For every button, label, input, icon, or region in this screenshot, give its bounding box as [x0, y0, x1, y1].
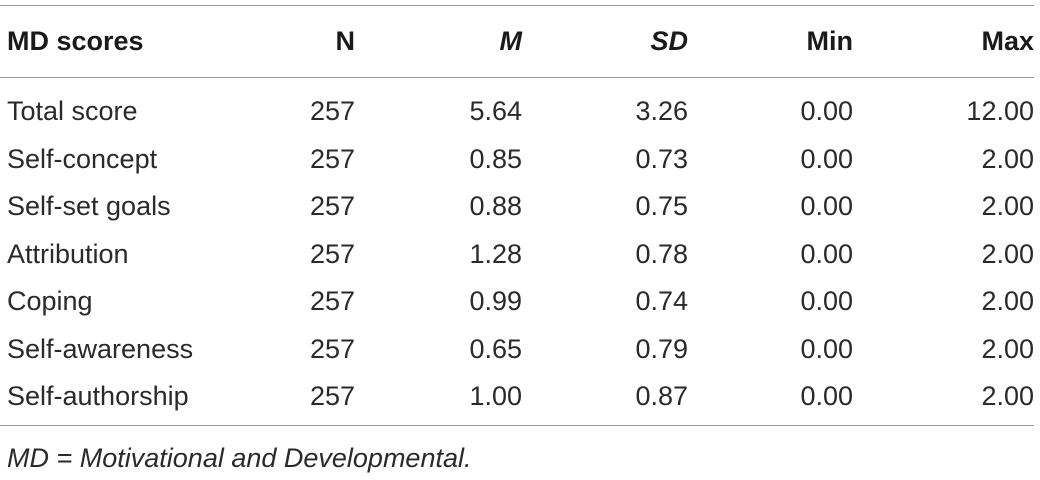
- table-body: Total score 257 5.64 3.26 0.00 12.00 Sel…: [0, 78, 1034, 425]
- cell-min: 0.00: [800, 191, 853, 222]
- cell-max: 2.00: [981, 143, 1034, 174]
- cell-mean: 5.64: [469, 96, 522, 127]
- table-row: Total score 257 5.64 3.26 0.00 12.00: [0, 78, 1034, 136]
- table-header: MD scores N M SD Min Max: [0, 5, 1034, 78]
- cell-sd: 0.75: [635, 191, 688, 222]
- cell-mean: 0.88: [469, 191, 522, 222]
- cell-sd: 0.73: [635, 143, 688, 174]
- header-min: Min: [806, 26, 854, 56]
- cell-mean: 0.99: [469, 286, 522, 317]
- cell-min: 0.00: [800, 286, 853, 317]
- cell-sd: 0.78: [635, 238, 688, 269]
- row-label: Total score: [7, 96, 138, 127]
- cell-n: 257: [309, 238, 355, 269]
- header-mean: M: [499, 26, 523, 56]
- table-row: Self-concept 257 0.85 0.73 0.00 2.00: [0, 136, 1034, 184]
- row-label: Self-concept: [7, 143, 158, 174]
- row-label: Coping: [7, 286, 93, 317]
- cell-mean: 1.28: [469, 238, 522, 269]
- cell-mean: 0.65: [469, 333, 522, 364]
- cell-mean: 1.00: [469, 380, 522, 411]
- cell-sd: 0.79: [635, 333, 688, 364]
- row-label: Self-awareness: [7, 333, 194, 364]
- cell-n: 257: [309, 143, 355, 174]
- header-max: Max: [981, 26, 1034, 56]
- table-footnote: MD = Motivational and Developmental.: [7, 443, 472, 473]
- row-label: Self-set goals: [7, 191, 171, 222]
- cell-min: 0.00: [800, 238, 853, 269]
- cell-n: 257: [309, 333, 355, 364]
- cell-mean: 0.85: [469, 143, 522, 174]
- cell-n: 257: [309, 96, 355, 127]
- cell-n: 257: [309, 191, 355, 222]
- cell-max: 2.00: [981, 286, 1034, 317]
- cell-max: 2.00: [981, 380, 1034, 411]
- table-row: Self-set goals 257 0.88 0.75 0.00 2.00: [0, 183, 1034, 231]
- row-label: Self-authorship: [7, 380, 189, 411]
- cell-n: 257: [309, 286, 355, 317]
- cell-n: 257: [309, 380, 355, 411]
- cell-min: 0.00: [800, 380, 853, 411]
- cell-max: 12.00: [966, 96, 1034, 127]
- cell-max: 2.00: [981, 333, 1034, 364]
- cell-sd: 0.74: [635, 286, 688, 317]
- cell-max: 2.00: [981, 238, 1034, 269]
- cell-sd: 3.26: [635, 96, 688, 127]
- table-row: Coping 257 0.99 0.74 0.00 2.00: [0, 278, 1034, 326]
- header-sd: SD: [650, 26, 688, 56]
- header-row: MD scores N M SD Min Max: [0, 5, 1034, 78]
- descriptive-stats-table: MD scores N M SD Min Max Total score 257…: [0, 5, 1034, 426]
- cell-min: 0.00: [800, 143, 853, 174]
- header-n: N: [335, 26, 356, 56]
- table-row: Self-awareness 257 0.65 0.79 0.00 2.00: [0, 326, 1034, 374]
- table-row: Self-authorship 257 1.00 0.87 0.00 2.00: [0, 373, 1034, 425]
- cell-min: 0.00: [800, 333, 853, 364]
- row-label: Attribution: [7, 238, 129, 269]
- cell-max: 2.00: [981, 191, 1034, 222]
- table-row: Attribution 257 1.28 0.78 0.00 2.00: [0, 231, 1034, 279]
- header-md-scores: MD scores: [7, 26, 144, 56]
- cell-sd: 0.87: [635, 380, 688, 411]
- cell-min: 0.00: [800, 96, 853, 127]
